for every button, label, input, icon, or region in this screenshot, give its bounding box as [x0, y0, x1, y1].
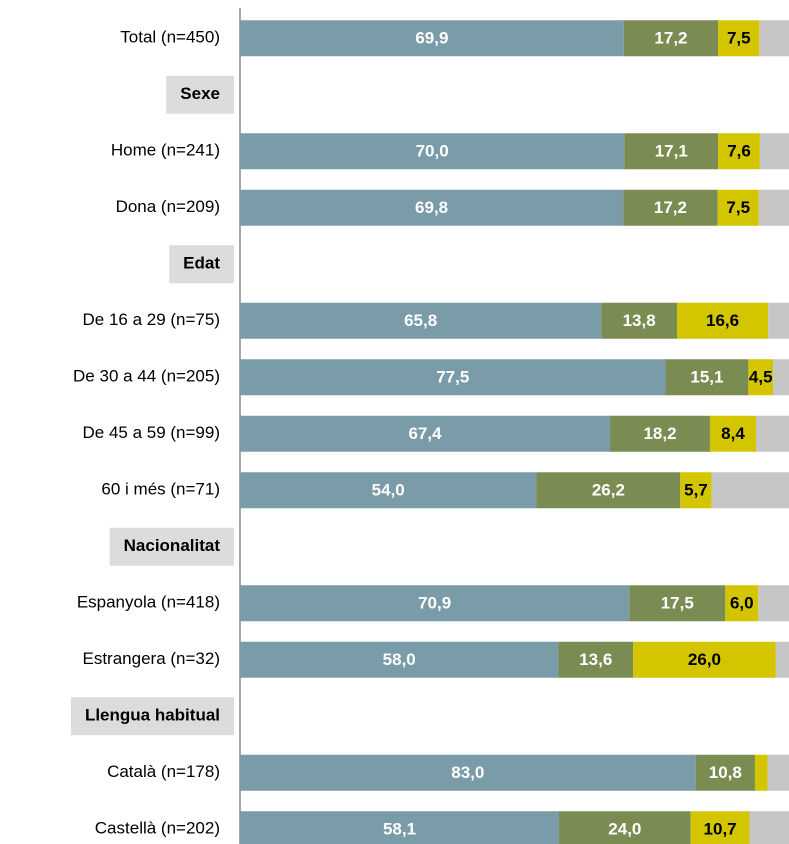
bar-segment [633, 641, 776, 678]
value-label: 13,6 [579, 650, 612, 669]
value-label: 10,8 [709, 763, 742, 782]
bar-segment [240, 754, 696, 791]
bar-segment [725, 585, 759, 622]
value-label: 7,5 [726, 198, 750, 217]
bar-segment [240, 415, 611, 452]
group-header-bg [109, 527, 234, 566]
value-label: 17,2 [654, 29, 687, 48]
value-label: 10,7 [704, 820, 737, 839]
bar-segment [624, 133, 719, 170]
value-label: 6,0 [730, 594, 754, 613]
bar-segment [690, 811, 750, 844]
bar-segment [717, 189, 759, 226]
bar-segment [610, 415, 710, 452]
value-label: 17,1 [655, 142, 688, 161]
bar-segment [601, 302, 678, 339]
bar-segment [629, 585, 726, 622]
value-label: 5,7 [684, 481, 708, 500]
group-header: Sexe [180, 84, 220, 103]
value-label: 26,2 [592, 481, 625, 500]
bar-segment [759, 133, 789, 170]
value-label: 70,9 [418, 594, 451, 613]
bar-segment [240, 641, 559, 678]
value-label: 54,0 [372, 481, 405, 500]
category-label: Total (n=450) [120, 28, 220, 47]
value-label: 7,5 [727, 29, 751, 48]
group-header-bg [70, 697, 234, 736]
value-label: 67,4 [408, 424, 442, 443]
bar-segment [773, 359, 789, 396]
category-label: De 16 a 29 (n=75) [82, 310, 220, 329]
bar-segment [767, 754, 789, 791]
bar-segment [718, 133, 760, 170]
bar-segment [677, 302, 769, 339]
bar-segment [756, 415, 789, 452]
value-label: 7,6 [727, 142, 751, 161]
category-label: De 30 a 44 (n=205) [73, 367, 220, 386]
bar-segment [768, 302, 789, 339]
category-label: Espanyola (n=418) [77, 593, 220, 612]
bar-segment [754, 754, 768, 791]
category-label: Home (n=241) [111, 141, 220, 160]
bar-segment [680, 472, 712, 509]
bar-segment [775, 641, 789, 678]
category-label: Estrangera (n=32) [83, 649, 221, 668]
value-label: 4,5 [749, 368, 773, 387]
bar-segment [240, 359, 666, 396]
bar-segment [758, 189, 789, 226]
value-label: 58,0 [383, 650, 416, 669]
bar-segment [558, 811, 691, 844]
bar-segment [718, 20, 760, 57]
bar-segment [558, 641, 634, 678]
value-label: 18,2 [643, 424, 676, 443]
category-label: De 45 a 59 (n=99) [82, 423, 220, 442]
bar-segment [240, 472, 537, 509]
value-label: 65,8 [404, 311, 437, 330]
bar-segment [623, 189, 718, 226]
bar-segment [758, 585, 789, 622]
value-label: 17,2 [654, 198, 687, 217]
bar-segment [240, 133, 625, 170]
category-label: Dona (n=209) [116, 197, 220, 216]
group-header: Nacionalitat [124, 536, 221, 555]
bar-segment [240, 585, 630, 622]
bar-segment [536, 472, 681, 509]
bar-segment [709, 415, 757, 452]
bar-segment [695, 754, 755, 791]
bar-segment [759, 20, 789, 57]
bar-segment [749, 811, 789, 844]
value-label: 70,0 [416, 142, 449, 161]
value-label: 69,8 [415, 198, 448, 217]
value-label: 13,8 [623, 311, 656, 330]
value-label: 8,4 [721, 424, 745, 443]
bar-segment [711, 472, 789, 509]
bar-segment [240, 302, 602, 339]
value-label: 24,0 [608, 820, 641, 839]
value-label: 15,1 [690, 368, 723, 387]
value-label: 58,1 [383, 820, 416, 839]
bar-segment [665, 359, 749, 396]
category-label: Castellà (n=202) [95, 819, 220, 838]
group-header-bg [166, 75, 234, 114]
group-header-bg [169, 245, 234, 284]
bar-segment [240, 811, 559, 844]
group-header: Llengua habitual [85, 706, 220, 725]
bar-segment [240, 189, 624, 226]
value-label: 26,0 [688, 650, 721, 669]
value-label: 17,5 [661, 594, 694, 613]
group-header: Edat [183, 254, 220, 273]
value-label: 83,0 [451, 763, 484, 782]
bar-segment [748, 359, 774, 396]
category-label: 60 i més (n=71) [101, 480, 220, 499]
value-label: 16,6 [706, 311, 739, 330]
bar-segment [623, 20, 719, 57]
bar-segment [240, 20, 624, 57]
value-label: 69,9 [415, 29, 448, 48]
value-label: 77,5 [436, 368, 469, 387]
category-label: Català (n=178) [107, 762, 220, 781]
